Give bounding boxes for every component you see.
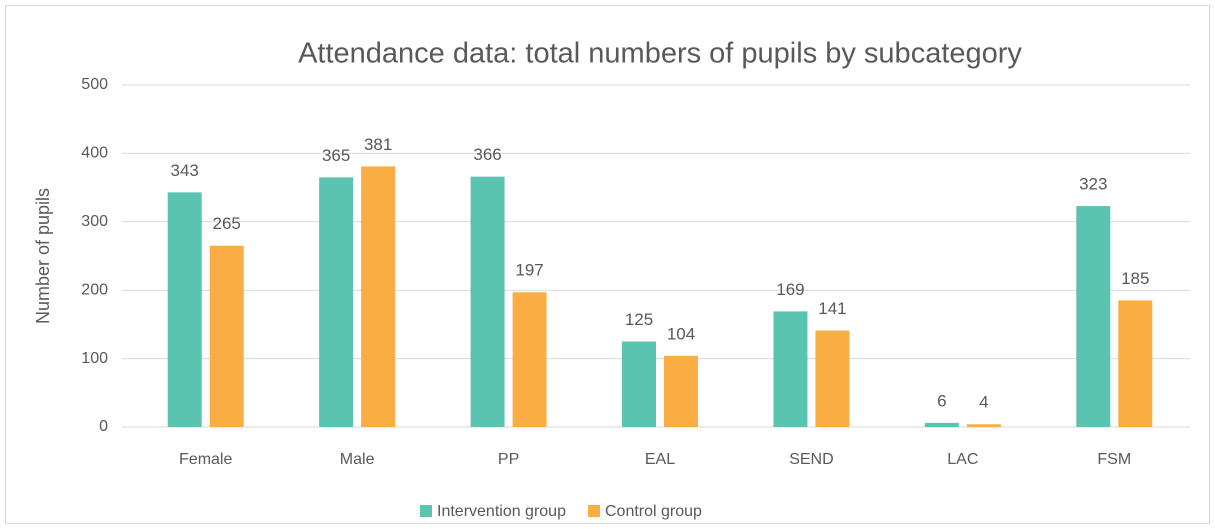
x-tick-label: Male xyxy=(340,451,375,468)
value-label: 185 xyxy=(1121,269,1149,288)
chart-title: Attendance data: total numbers of pupils… xyxy=(298,38,1022,70)
chart-border xyxy=(5,5,1210,524)
value-label: 104 xyxy=(667,324,695,343)
value-label: 366 xyxy=(473,145,501,164)
x-tick-label: Female xyxy=(179,451,232,468)
x-tick-label: SEND xyxy=(789,451,833,468)
value-label: 323 xyxy=(1079,175,1107,194)
y-tick-label: 300 xyxy=(81,213,108,230)
x-tick-label: EAL xyxy=(645,451,675,468)
bar xyxy=(664,355,698,427)
y-tick-label: 0 xyxy=(99,418,108,435)
legend-swatch xyxy=(420,505,432,517)
value-label: 169 xyxy=(776,280,804,299)
y-tick-label: 100 xyxy=(81,350,108,367)
value-label: 141 xyxy=(818,299,846,318)
bar xyxy=(815,330,850,427)
bar xyxy=(470,176,505,427)
y-tick-label: 200 xyxy=(81,281,108,298)
y-axis-label: Number of pupils xyxy=(33,188,53,324)
value-label: 365 xyxy=(322,146,350,165)
x-tick-label: FSM xyxy=(1097,451,1131,468)
legend-swatch xyxy=(587,505,600,517)
bar xyxy=(512,292,547,427)
value-label: 197 xyxy=(515,261,543,280)
bar xyxy=(1118,300,1153,427)
legend-label: Intervention group xyxy=(437,503,566,520)
value-label: 6 xyxy=(937,391,946,410)
value-label: 265 xyxy=(213,214,241,233)
bar xyxy=(167,192,202,427)
y-tick-label: 400 xyxy=(81,145,108,162)
bar xyxy=(361,166,396,427)
x-tick-label: PP xyxy=(498,451,519,468)
bar xyxy=(209,245,244,427)
bar xyxy=(319,177,354,427)
value-label: 381 xyxy=(364,135,392,154)
value-label: 4 xyxy=(979,393,988,412)
bar xyxy=(773,311,808,427)
value-label: 125 xyxy=(625,310,653,329)
x-tick-label: LAC xyxy=(947,451,978,468)
bar xyxy=(1076,206,1111,427)
bar xyxy=(924,422,959,427)
bar xyxy=(966,424,1001,427)
bar xyxy=(622,341,656,427)
y-tick-label: 500 xyxy=(81,76,108,93)
legend-label: Control group xyxy=(605,503,702,520)
value-label: 343 xyxy=(171,161,199,180)
